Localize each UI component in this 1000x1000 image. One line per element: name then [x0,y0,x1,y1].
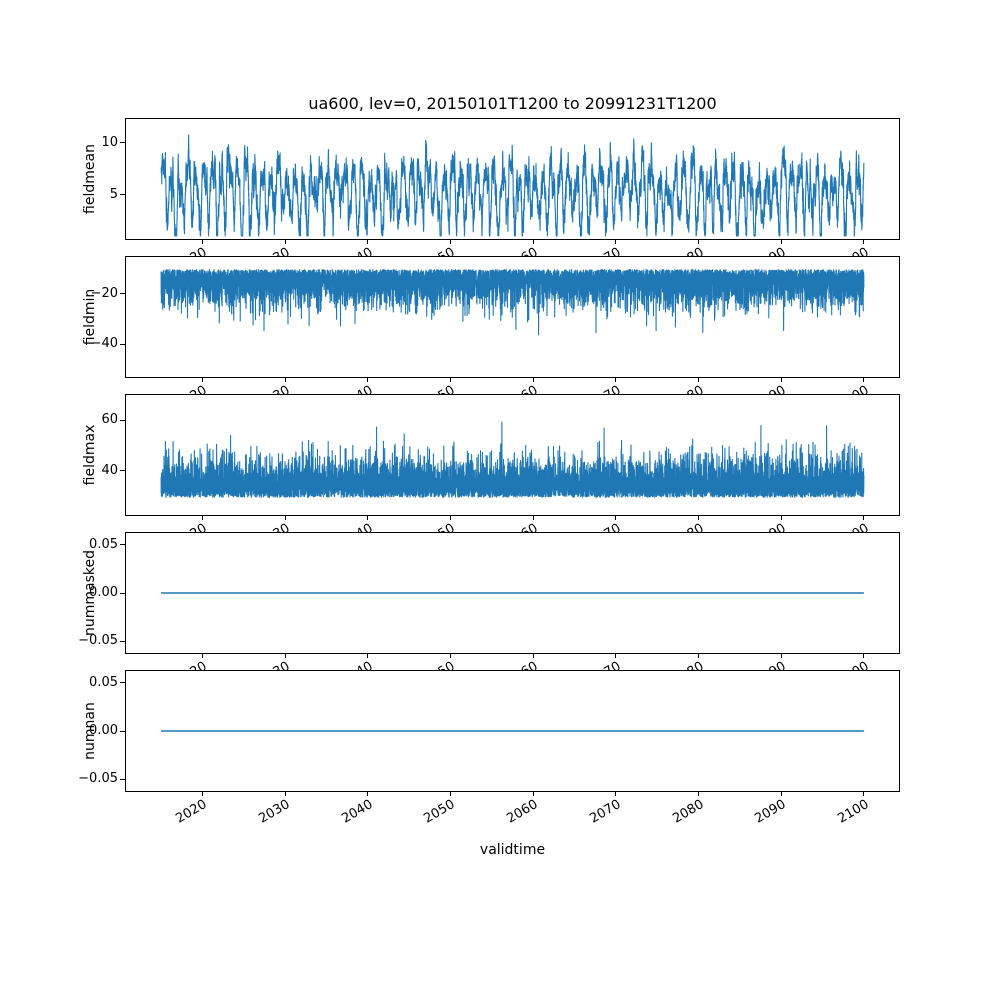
x-tick [284,653,286,658]
x-tick [698,515,700,520]
x-tick [284,791,286,796]
x-tick [532,377,534,382]
y-tick [120,194,125,196]
y-tick [120,544,125,546]
fieldmin-line-series [160,269,865,336]
x-tick [367,377,369,382]
x-tick-label: 2060 [504,797,541,827]
x-tick [863,653,865,658]
subplot-fieldmax: 6040202020302040205020602070208020902100 [101,394,900,551]
y-tick-label: 60 [101,412,118,428]
y-tick-label: −0.05 [78,771,118,787]
y-tick [120,730,125,732]
x-tick [367,791,369,796]
x-tick-label: 2090 [752,797,789,827]
x-tick-label: 2070 [587,797,624,827]
y-tick [120,470,125,472]
x-tick [449,377,451,382]
x-tick [532,515,534,520]
x-tick [449,653,451,658]
x-tick [615,791,617,796]
x-tick [698,377,700,382]
x-tick-label: 2020 [173,797,210,827]
x-tick [780,791,782,796]
y-tick-label: 40 [101,462,118,478]
y-tick-label: −0.05 [78,633,118,649]
x-tick [863,791,865,796]
y-tick [120,778,125,780]
y-tick-label: 0.00 [89,585,118,600]
x-tick-label: 2050 [421,797,458,827]
y-tick-label: −40 [90,336,118,352]
subplot-numnan: 0.05 0.00 −0.05 2020 2030 2040 2050 2060 2070 208… [78,670,900,827]
x-tick [201,515,203,520]
x-tick [449,239,451,244]
x-tick [284,377,286,382]
x-tick [201,377,203,382]
x-tick-label: 2030 [256,797,293,827]
y-tick [120,592,125,594]
y-tick-label: 0.00 [89,723,118,738]
x-tick [532,239,534,244]
numnan-line-series [160,730,865,732]
x-tick [449,515,451,520]
y-tick-label: 0.05 [89,536,118,552]
y-tick [120,142,125,144]
nummasked-line-series [160,592,865,594]
fieldmax-line-series [160,421,865,498]
x-tick [863,239,865,244]
y-axis-label-fieldmax: fieldmax [82,424,98,486]
y-tick-label: 10 [101,134,118,150]
subplot-fieldmean: 105202020302040205020602070208020902100 [101,118,900,275]
y-axis-label-fieldmin: fieldmin [82,288,98,346]
x-tick [449,791,451,796]
x-tick [698,239,700,244]
x-tick [698,791,700,796]
x-tick-label: 2040 [339,797,376,827]
subplot-nummasked: 0.050.00−0.05202020302040205020602070208… [78,532,900,689]
x-tick [284,515,286,520]
y-tick [120,293,125,295]
y-axis-label-numnan: numnan [82,702,98,760]
x-tick [698,653,700,658]
x-tick [615,377,617,382]
x-tick [780,653,782,658]
x-tick [780,515,782,520]
x-tick [780,239,782,244]
y-tick [120,682,125,684]
x-tick [780,377,782,382]
y-tick [120,640,125,642]
x-tick [367,515,369,520]
x-tick [201,239,203,244]
y-tick-label: 5 [109,186,118,202]
y-axis-label-fieldmean: fieldmean [82,144,98,214]
x-tick [863,377,865,382]
y-tick-label: 0.05 [89,674,118,690]
plot-title: ua600, lev=0, 20150101T1200 to 20991231T… [308,94,717,113]
x-tick [201,791,203,796]
x-tick [615,653,617,658]
subplot-fieldmin: −20−402020203020402050206020702080209021… [91,256,900,413]
x-tick [367,239,369,244]
x-axis-label: validtime [479,842,546,858]
x-tick-label: 2100 [835,797,872,827]
x-tick [615,515,617,520]
x-tick [367,653,369,658]
x-tick [284,239,286,244]
x-tick [532,653,534,658]
y-axis-label-nummasked: nummasked [82,549,98,637]
x-tick [201,653,203,658]
y-tick [120,419,125,421]
x-tick [615,239,617,244]
x-tick [863,515,865,520]
y-tick [120,343,125,345]
fieldmean-line-series [160,134,865,237]
x-tick [532,791,534,796]
x-tick-label: 2080 [669,797,707,827]
y-tick-label: −20 [90,285,118,301]
